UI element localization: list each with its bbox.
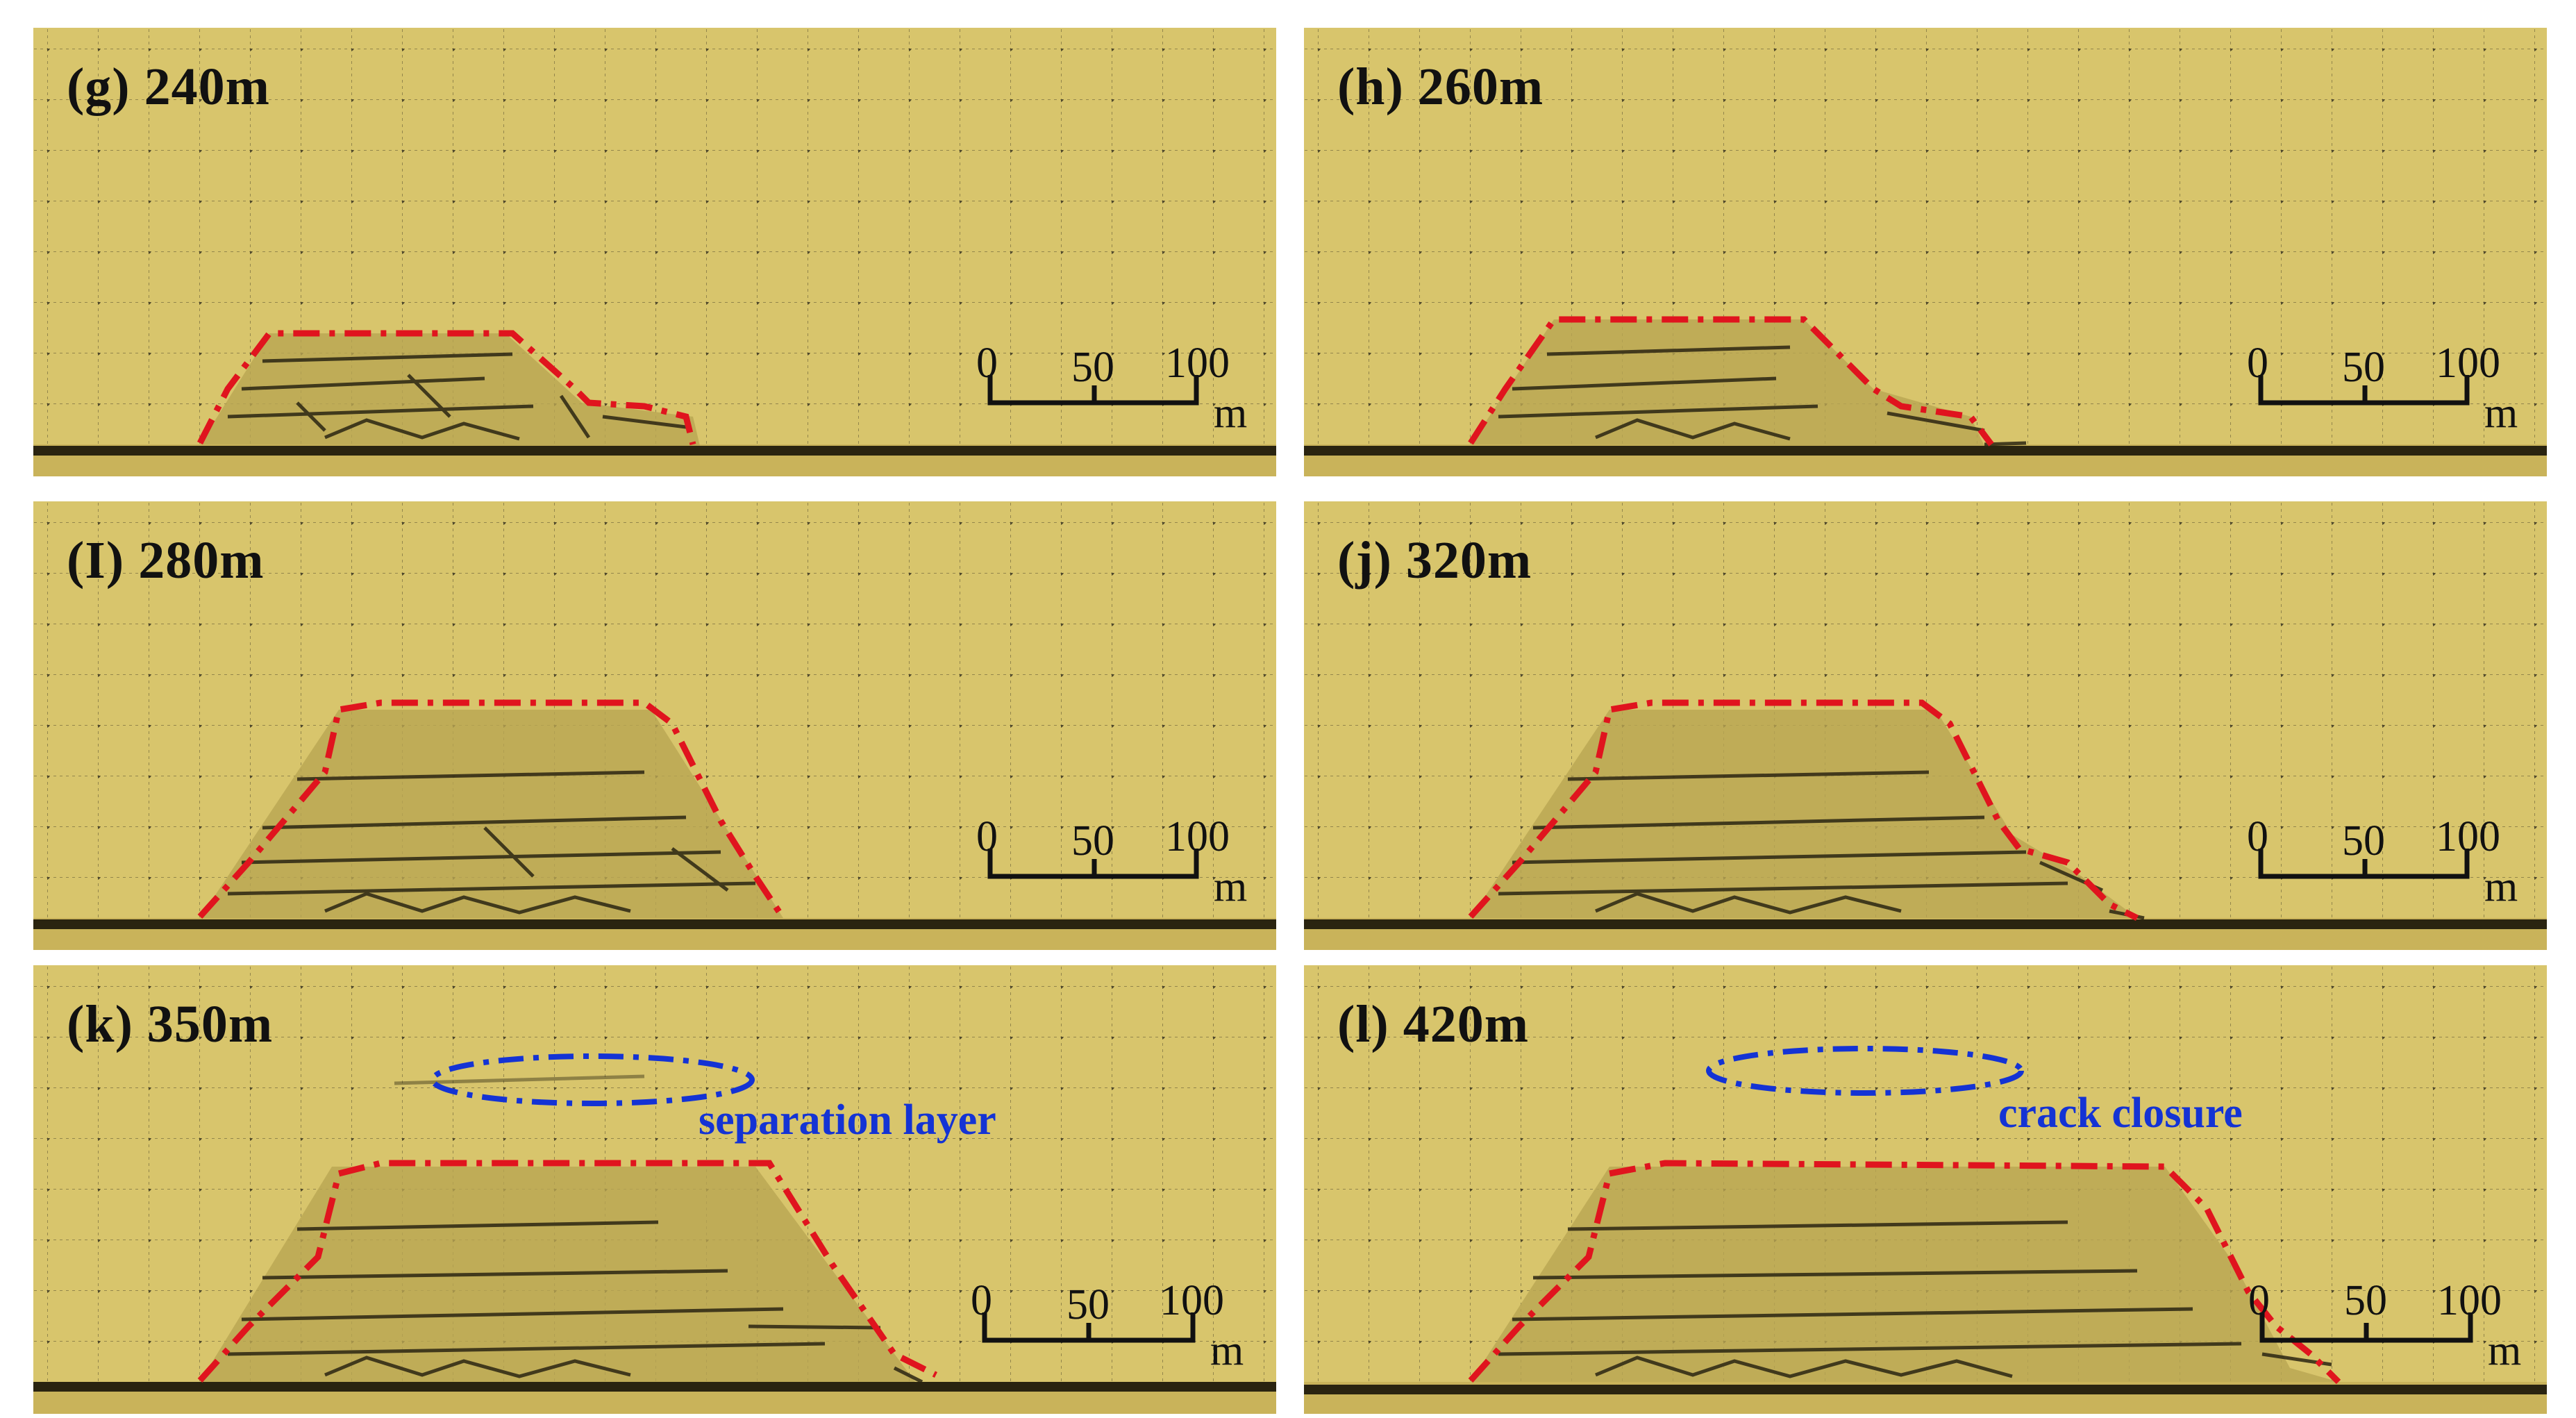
scale-tick-50: 50 [1071, 817, 1114, 865]
scale-tick-50: 50 [1071, 344, 1114, 391]
scale-tick-0: 0 [2247, 340, 2268, 387]
crack-closure-annotation: crack closure [1998, 1090, 2243, 1137]
scale-unit: m [2484, 390, 2518, 437]
scale-unit: m [2488, 1327, 2522, 1374]
panel-label: (j) 320m [1337, 531, 1532, 590]
scale-tick-0: 0 [2248, 1277, 2270, 1324]
model-photo-g [33, 28, 1276, 476]
model-photo-j [1304, 501, 2547, 950]
panel-h: (h) 260m 0 50 100 m [1304, 28, 2547, 476]
scale-tick-100: 100 [2437, 1277, 2502, 1324]
panel-k: (k) 350m separation layer 0 50 100 m [33, 965, 1276, 1414]
panel-label: (l) 420m [1337, 995, 1530, 1053]
model-photo-l [1304, 965, 2547, 1414]
panel-label: (I) 280m [67, 531, 265, 590]
scale-unit: m [2484, 863, 2518, 910]
model-photo-k [33, 965, 1276, 1414]
scale-tick-50: 50 [2344, 1277, 2387, 1324]
scale-unit: m [1210, 1327, 1244, 1374]
scale-unit: m [1214, 390, 1248, 437]
scale-tick-100: 100 [1165, 340, 1230, 387]
scale-tick-50: 50 [2342, 344, 2385, 391]
scale-tick-100: 100 [2436, 813, 2500, 860]
scale-tick-0: 0 [976, 813, 998, 860]
panel-label: (k) 350m [67, 995, 274, 1053]
panel-j: (j) 320m 0 50 100 m [1304, 501, 2547, 950]
panel-l: (l) 420m crack closure 0 50 100 m [1304, 965, 2547, 1414]
scale-tick-0: 0 [971, 1277, 992, 1324]
scale-tick-50: 50 [1067, 1281, 1110, 1328]
panel-label: (g) 240m [67, 58, 270, 116]
scale-tick-100: 100 [1160, 1277, 1224, 1324]
panel-i: (I) 280m 0 50 100 m [33, 501, 1276, 950]
model-photo-i [33, 501, 1276, 950]
separation-layer-annotation: separation layer [699, 1096, 996, 1144]
scale-tick-50: 50 [2342, 817, 2385, 865]
scale-tick-100: 100 [1165, 813, 1230, 860]
model-photo-h [1304, 28, 2547, 476]
scale-unit: m [1214, 863, 1248, 910]
scale-tick-0: 0 [2247, 813, 2268, 860]
scale-tick-0: 0 [976, 340, 998, 387]
scale-tick-100: 100 [2436, 340, 2500, 387]
panel-label: (h) 260m [1337, 58, 1544, 116]
panel-g: (g) 240m 0 50 100 m [33, 28, 1276, 476]
